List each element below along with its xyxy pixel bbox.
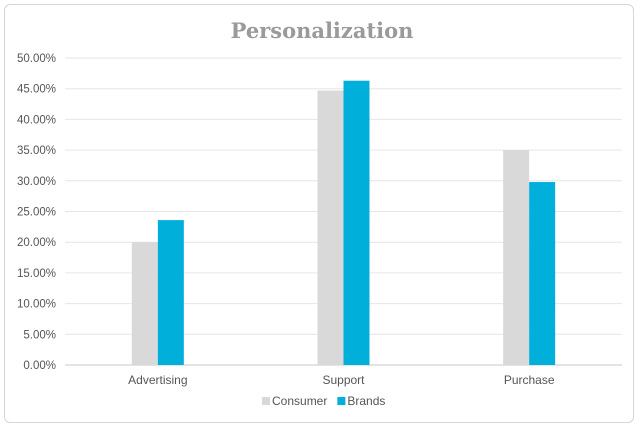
x-category-label: Purchase [504, 373, 555, 387]
y-tick-label: 25.00% [17, 207, 56, 219]
x-category-label: Advertising [128, 373, 187, 387]
y-tick-label: 40.00% [17, 114, 56, 126]
chart-title: Personalization [231, 18, 414, 43]
y-tick-label: 35.00% [17, 145, 56, 157]
legend-swatch-consumer [262, 397, 270, 405]
x-axis: Advertising Support Purchase [128, 373, 555, 387]
y-tick-label: 20.00% [17, 237, 56, 249]
legend-label-consumer: Consumer [272, 394, 327, 408]
bar-consumer-advertising [131, 242, 158, 365]
bar-consumer-support [317, 90, 344, 366]
bar-consumer-purchase [503, 150, 530, 365]
y-tick-label: 10.00% [17, 299, 56, 311]
legend: Consumer Brands [262, 394, 385, 408]
bar-brands-purchase [529, 182, 556, 365]
bars [131, 80, 556, 366]
bar-brands-advertising [157, 220, 184, 365]
legend-label-brands: Brands [347, 394, 385, 408]
y-tick-label: 45.00% [17, 84, 56, 96]
y-tick-label: 15.00% [17, 268, 56, 280]
y-tick-label: 50.00% [17, 53, 56, 65]
bar-brands-support [343, 80, 370, 365]
y-axis: 0.00% 5.00% 10.00% 15.00% 20.00% 25.00% 30.00%… [17, 53, 56, 372]
legend-swatch-brands [337, 397, 346, 405]
y-tick-label: 0.00% [23, 360, 56, 372]
y-tick-label: 30.00% [17, 176, 56, 188]
x-category-label: Support [322, 373, 365, 387]
y-tick-label: 5.00% [23, 329, 56, 341]
